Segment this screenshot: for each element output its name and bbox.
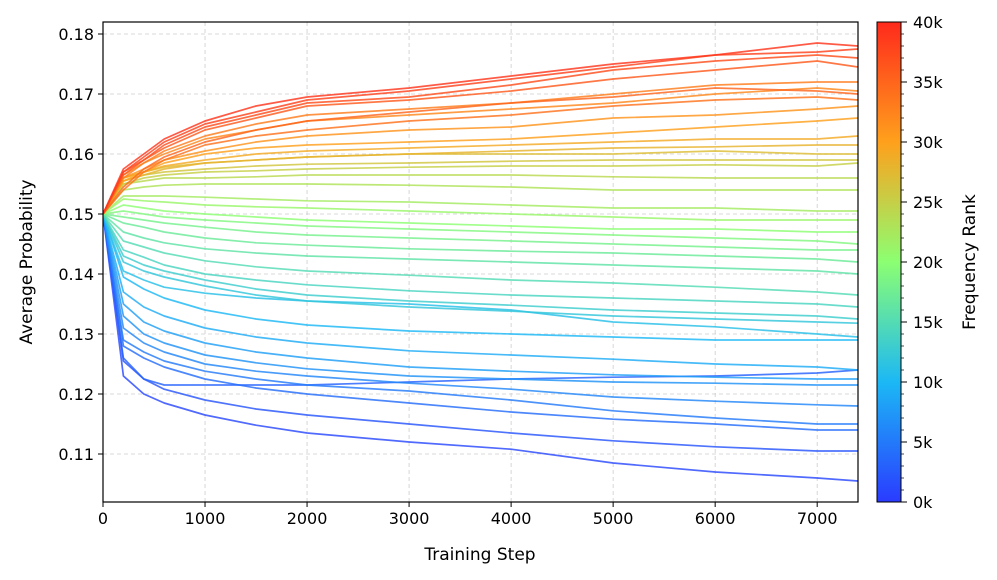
y-tick-label: 0.18 <box>58 25 94 44</box>
series-line-38 <box>103 213 858 482</box>
series-line-4 <box>103 87 858 215</box>
x-tick-label: 5000 <box>593 509 634 528</box>
colorbar-tick-label: 0k <box>913 493 933 512</box>
series-line-11 <box>103 144 858 215</box>
series-line-23 <box>103 213 858 275</box>
series-line-35 <box>103 213 858 431</box>
series-line-32 <box>103 213 858 386</box>
x-tick-label: 7000 <box>797 509 838 528</box>
y-tick-label: 0.14 <box>58 265 94 284</box>
series-line-17 <box>103 195 858 215</box>
series-line-16 <box>103 183 858 215</box>
colorbar-axis: 0k 5k 10k 15k 20k 25k 30k 35k 40k <box>901 13 943 512</box>
plot-frame <box>102 21 859 503</box>
series-line-5 <box>103 96 858 215</box>
x-tick-label: 0 <box>98 509 108 528</box>
colorbar-label: Frequency Rank <box>960 194 980 330</box>
x-tick-label: 4000 <box>491 509 532 528</box>
series-line-15 <box>103 174 858 215</box>
x-tick-label: 3000 <box>389 509 430 528</box>
colorbar-tick-label: 30k <box>913 133 943 152</box>
y-axis: 0.11 0.12 0.13 0.14 0.15 0.16 0.17 0.18 <box>58 25 103 464</box>
y-axis-label: Average Probability <box>17 179 37 344</box>
x-axis: 0 1000 2000 3000 4000 5000 6000 7000 <box>98 502 838 528</box>
series-line-25 <box>103 213 858 308</box>
y-tick-label: 0.17 <box>58 85 94 104</box>
y-tick-label: 0.12 <box>58 385 94 404</box>
colorbar-tick-label: 35k <box>913 73 943 92</box>
colorbar-tick-label: 20k <box>913 253 943 272</box>
colorbar <box>876 21 902 503</box>
colorbar-tick-label: 15k <box>913 313 943 332</box>
series-line-22 <box>103 213 858 263</box>
series-line-18 <box>103 198 858 221</box>
y-tick-label: 0.15 <box>58 205 94 224</box>
series-line-0 <box>103 42 858 215</box>
series-line-31 <box>103 213 858 380</box>
series-line-14 <box>103 162 858 215</box>
series-line-27 <box>103 213 858 325</box>
series-line-21 <box>103 213 858 251</box>
series-line-24 <box>103 213 858 296</box>
series-line-30 <box>103 213 858 371</box>
series-line-2 <box>103 54 858 215</box>
series-line-33 <box>103 213 858 407</box>
series-lines <box>103 42 858 482</box>
series-line-7 <box>103 87 858 215</box>
y-tick-label: 0.16 <box>58 145 94 164</box>
series-line-34 <box>103 213 858 425</box>
x-tick-label: 2000 <box>287 509 328 528</box>
x-tick-label: 1000 <box>185 509 226 528</box>
series-line-29 <box>103 213 858 341</box>
colorbar-tick-label: 25k <box>913 193 943 212</box>
series-line-19 <box>103 204 858 233</box>
series-line-20 <box>103 210 858 245</box>
colorbar-tick-label: 5k <box>913 433 933 452</box>
series-line-6 <box>103 81 858 215</box>
colorbar-tick-label: 10k <box>913 373 943 392</box>
y-tick-label: 0.13 <box>58 325 94 344</box>
x-axis-label: Training Step <box>423 545 535 565</box>
series-line-26 <box>103 213 858 320</box>
y-tick-label: 0.11 <box>58 445 94 464</box>
x-tick-label: 6000 <box>695 509 736 528</box>
colorbar-tick-label: 40k <box>913 13 943 32</box>
